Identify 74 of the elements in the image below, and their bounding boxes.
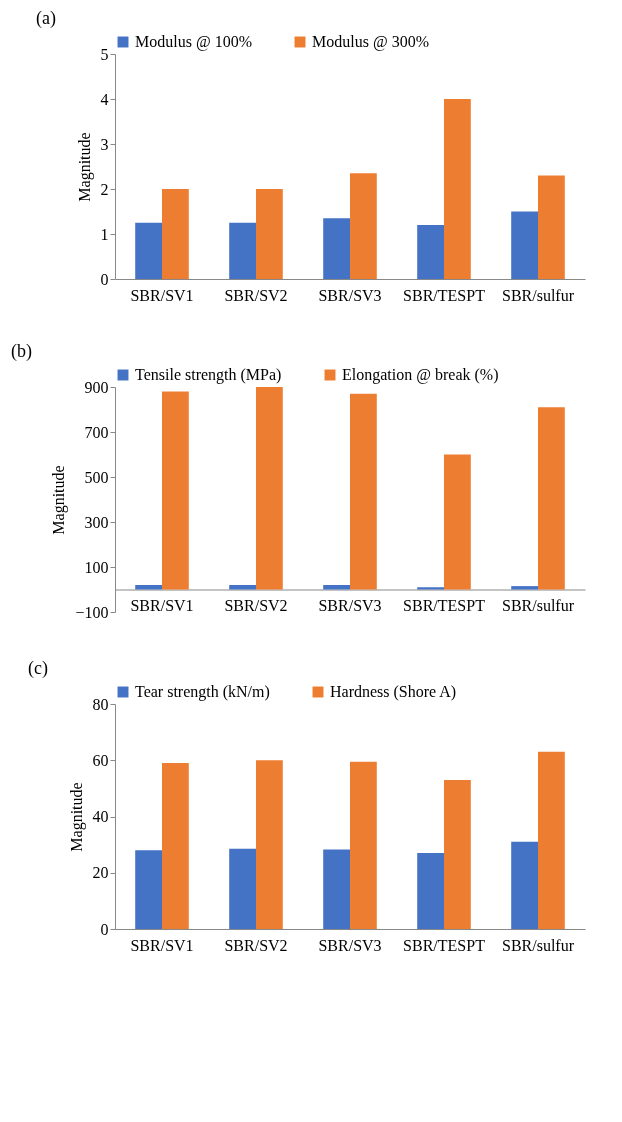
bar <box>350 393 377 590</box>
x-tick-label: SBR/SV2 <box>224 597 288 614</box>
y-tick-label: 900 <box>84 378 109 396</box>
y-tick-label: 40 <box>92 808 109 825</box>
y-tick-label: 100 <box>84 558 109 576</box>
bar <box>444 99 471 279</box>
bar <box>229 585 256 590</box>
x-tick-label: SBR/SV1 <box>130 597 194 614</box>
y-tick-label: 80 <box>92 695 109 713</box>
bar <box>350 173 377 279</box>
legend-label: Modulus @ 100% <box>135 33 252 51</box>
x-tick-label: SBR/sulfur <box>501 286 575 304</box>
bar <box>135 585 162 590</box>
bar <box>229 222 256 279</box>
y-tick-label: 3 <box>100 135 109 153</box>
bar <box>162 763 189 929</box>
y-tick-label: 20 <box>92 864 109 882</box>
bar <box>444 454 471 590</box>
bar <box>417 587 444 590</box>
y-tick-label: 700 <box>84 423 109 441</box>
bar <box>256 387 283 590</box>
bar <box>162 391 189 590</box>
y-tick-label: 0 <box>100 270 109 288</box>
x-tick-label: SBR/SV2 <box>224 936 288 954</box>
bar <box>323 849 350 929</box>
y-tick-label: 60 <box>92 751 109 769</box>
legend-label: Tensile strength (MPa) <box>135 366 282 384</box>
bar <box>538 751 565 929</box>
y-tick-label: −100 <box>75 603 109 621</box>
y-axis-title: Magnitude <box>75 132 94 202</box>
x-tick-label: SBR/sulfur <box>501 597 575 614</box>
x-tick-label: SBR/SV1 <box>130 936 194 954</box>
legend-label: Tear strength (kN/m) <box>135 683 270 701</box>
y-tick-label: 1 <box>100 225 109 243</box>
y-tick-label: 4 <box>100 90 109 108</box>
x-tick-label: SBR/SV3 <box>318 597 382 614</box>
bar <box>135 850 162 929</box>
chart-title: (b) <box>10 341 32 362</box>
legend-label: Elongation @ break (%) <box>342 366 499 384</box>
y-tick-label: 5 <box>100 45 109 63</box>
x-tick-label: SBR/SV1 <box>130 286 194 304</box>
x-tick-label: SBR/TESPT <box>403 936 486 954</box>
x-tick-label: SBR/SV3 <box>318 936 382 954</box>
chart-title: (a) <box>36 8 56 29</box>
x-tick-label: SBR/SV3 <box>318 286 382 304</box>
y-tick-label: 0 <box>100 920 109 938</box>
x-tick-label: SBR/TESPT <box>403 286 486 304</box>
bar <box>323 218 350 279</box>
bar <box>162 189 189 279</box>
bar <box>323 585 350 590</box>
bar <box>350 761 377 929</box>
bar <box>135 222 162 279</box>
bar <box>444 779 471 929</box>
bar <box>256 760 283 929</box>
y-axis-title: Magnitude <box>67 782 86 852</box>
legend-label: Hardness (Shore A) <box>330 683 457 701</box>
x-tick-label: SBR/sulfur <box>501 936 575 954</box>
bar <box>417 225 444 279</box>
y-tick-label: 500 <box>84 468 109 486</box>
bar <box>417 853 444 929</box>
bar <box>511 211 538 279</box>
bar <box>538 407 565 590</box>
bar <box>511 586 538 590</box>
x-tick-label: SBR/SV2 <box>224 286 288 304</box>
y-tick-label: 300 <box>84 513 109 531</box>
bar <box>511 841 538 929</box>
y-tick-label: 2 <box>100 180 109 198</box>
chart-title: (c) <box>28 658 48 679</box>
x-tick-label: SBR/TESPT <box>403 597 486 614</box>
bar <box>256 189 283 279</box>
bar <box>538 175 565 279</box>
legend-label: Modulus @ 300% <box>312 33 429 51</box>
bar <box>229 848 256 929</box>
y-axis-title: Magnitude <box>50 465 69 535</box>
